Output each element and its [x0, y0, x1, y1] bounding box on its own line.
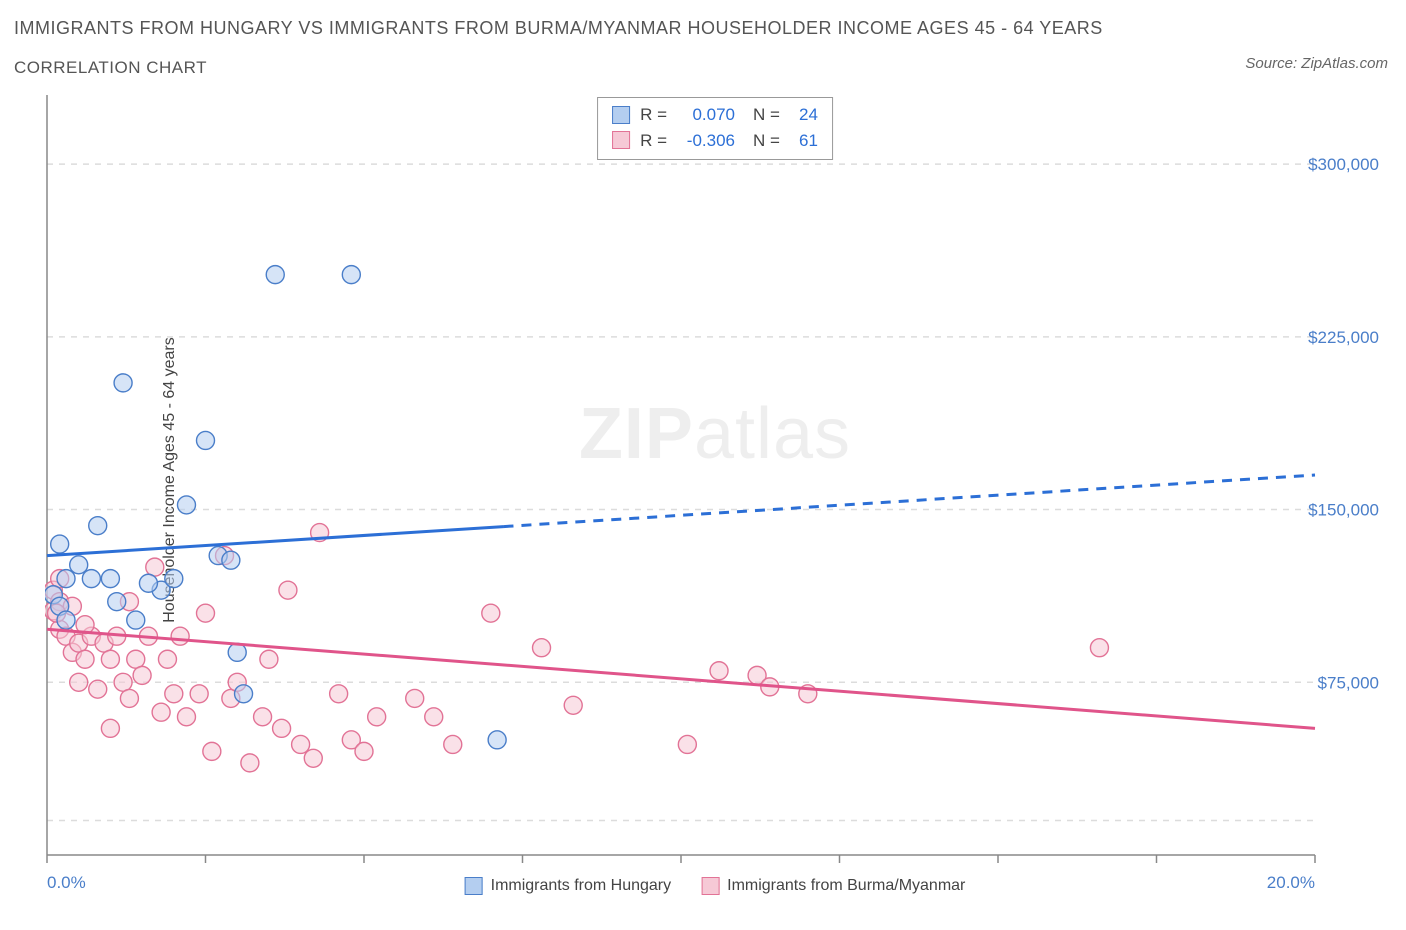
chart-title: IMMIGRANTS FROM HUNGARY VS IMMIGRANTS FR…	[14, 18, 1103, 39]
svg-text:$300,000: $300,000	[1308, 155, 1379, 174]
source-attribution: Source: ZipAtlas.com	[1245, 55, 1388, 72]
x-tick-label: 20.0%	[1267, 873, 1315, 893]
legend-swatch	[701, 877, 719, 895]
source-name: ZipAtlas.com	[1301, 55, 1388, 72]
r-label: R =	[640, 102, 667, 128]
r-value: 0.070	[675, 102, 735, 128]
n-label: N =	[753, 128, 780, 154]
legend-item: Immigrants from Burma/Myanmar	[701, 877, 965, 895]
n-value: 24	[788, 102, 818, 128]
stats-box: R = 0.070 N = 24 R = -0.306 N = 61	[597, 97, 833, 160]
r-label: R =	[640, 128, 667, 154]
svg-text:$150,000: $150,000	[1308, 501, 1379, 520]
stats-row: R = 0.070 N = 24	[612, 102, 818, 128]
chart-subtitle: CORRELATION CHART	[14, 58, 207, 78]
x-tick-label: 0.0%	[47, 873, 86, 893]
source-prefix: Source:	[1245, 55, 1301, 72]
legend-swatch	[465, 877, 483, 895]
n-value: 61	[788, 128, 818, 154]
r-value: -0.306	[675, 128, 735, 154]
scatter-plot: $75,000 $150,000 $225,000 $300,000	[45, 95, 1385, 865]
n-label: N =	[753, 102, 780, 128]
svg-text:$225,000: $225,000	[1308, 328, 1379, 347]
legend-label: Immigrants from Burma/Myanmar	[727, 877, 965, 895]
series-swatch	[612, 106, 630, 124]
series-swatch	[612, 131, 630, 149]
legend-label: Immigrants from Hungary	[491, 877, 672, 895]
svg-text:$75,000: $75,000	[1318, 673, 1379, 692]
legend: Immigrants from Hungary Immigrants from …	[465, 877, 966, 895]
stats-row: R = -0.306 N = 61	[612, 128, 818, 154]
legend-item: Immigrants from Hungary	[465, 877, 672, 895]
chart-container: Householder Income Ages 45 - 64 years $7…	[45, 95, 1385, 865]
